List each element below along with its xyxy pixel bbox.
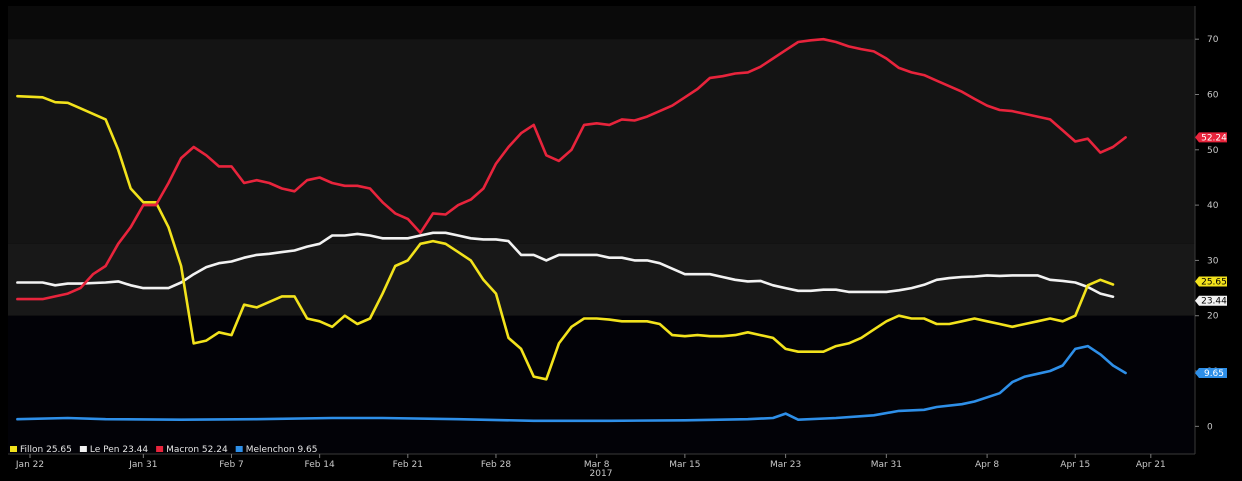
x-tick-label: Feb 14 [305, 460, 336, 470]
x-axis-ticks: Jan 22 Jan 31 Feb 7 Feb 14 Feb 21 Feb 28 Mar 8… [15, 454, 1166, 470]
background-band [8, 315, 1195, 454]
series-line-melenchon [16, 344, 1127, 423]
y-tick-label: 60 [1207, 90, 1219, 100]
x-tick-label: Mar 31 [871, 460, 902, 470]
value-tag-box [1195, 276, 1227, 287]
value-tag-le-pen: 23.44 [1195, 295, 1227, 307]
x-tick-label: Apr 8 [975, 460, 999, 470]
x-axis-year-label: 2017 [590, 469, 613, 479]
series-line-le-pen [16, 231, 1115, 298]
legend-label: Le Pen 23.44 [90, 445, 149, 455]
y-tick-label: 0 [1207, 422, 1213, 432]
last-value-tags: 25.65 23.44 52.24 9.65 [1195, 132, 1227, 379]
y-tick-label: 30 [1207, 256, 1219, 266]
x-tick-label: Jan 22 [15, 460, 44, 470]
y-tick-label: 50 [1207, 146, 1219, 156]
x-tick-label: Jan 31 [128, 460, 157, 470]
legend-swatch [10, 446, 17, 452]
y-tick-label: 70 [1207, 35, 1219, 45]
value-tag-melenchon: 9.65 [1195, 367, 1227, 379]
value-tag-box [1195, 132, 1227, 143]
series-line-macron [16, 37, 1127, 301]
y-tick-label: 40 [1207, 201, 1219, 211]
x-tick-label: Apr 15 [1060, 460, 1090, 470]
legend-item-melenchon: Melenchon 9.65 [235, 445, 318, 455]
value-tag-box [1195, 367, 1227, 378]
x-tick-label: Mar 23 [770, 460, 801, 470]
legend-item-macron: Macron 52.24 [156, 445, 228, 455]
y-tick-label: 20 [1207, 312, 1219, 322]
x-tick-label: Feb 7 [219, 460, 244, 470]
legend: Fillon 25.65 Le Pen 23.44 Macron 52.24 Mele… [10, 445, 318, 455]
background-bands [8, 6, 1195, 454]
legend-swatch [156, 446, 164, 452]
value-tag-label: 23.44 [1201, 297, 1227, 307]
legend-swatch [79, 446, 87, 452]
background-band [8, 6, 1195, 40]
value-tag-macron: 52.24 [1195, 132, 1227, 143]
value-tag-label: 9.65 [1204, 369, 1224, 379]
background-band [8, 39, 1195, 244]
x-tick-label: Mar 8 [584, 460, 610, 470]
x-tick-label: Feb 28 [481, 460, 512, 470]
series-lines [16, 37, 1127, 423]
legend-label: Melenchon 9.65 [246, 445, 318, 455]
value-tag-label: 25.65 [1201, 277, 1227, 287]
value-tag-fillon: 25.65 [1195, 276, 1227, 287]
legend-label: Fillon 25.65 [20, 445, 72, 455]
legend-label: Macron 52.24 [166, 445, 228, 455]
value-tag-box [1195, 295, 1227, 306]
x-tick-label: Apr 21 [1136, 460, 1166, 470]
legend-item-fillon: Fillon 25.65 [10, 445, 72, 455]
legend-item-le-pen: Le Pen 23.44 [79, 445, 149, 455]
x-tick-label: Mar 15 [669, 460, 700, 470]
x-tick-label: Feb 21 [393, 460, 423, 470]
legend-swatch [235, 446, 243, 452]
value-tag-label: 52.24 [1201, 133, 1227, 143]
series-line-fillon [16, 94, 1115, 381]
